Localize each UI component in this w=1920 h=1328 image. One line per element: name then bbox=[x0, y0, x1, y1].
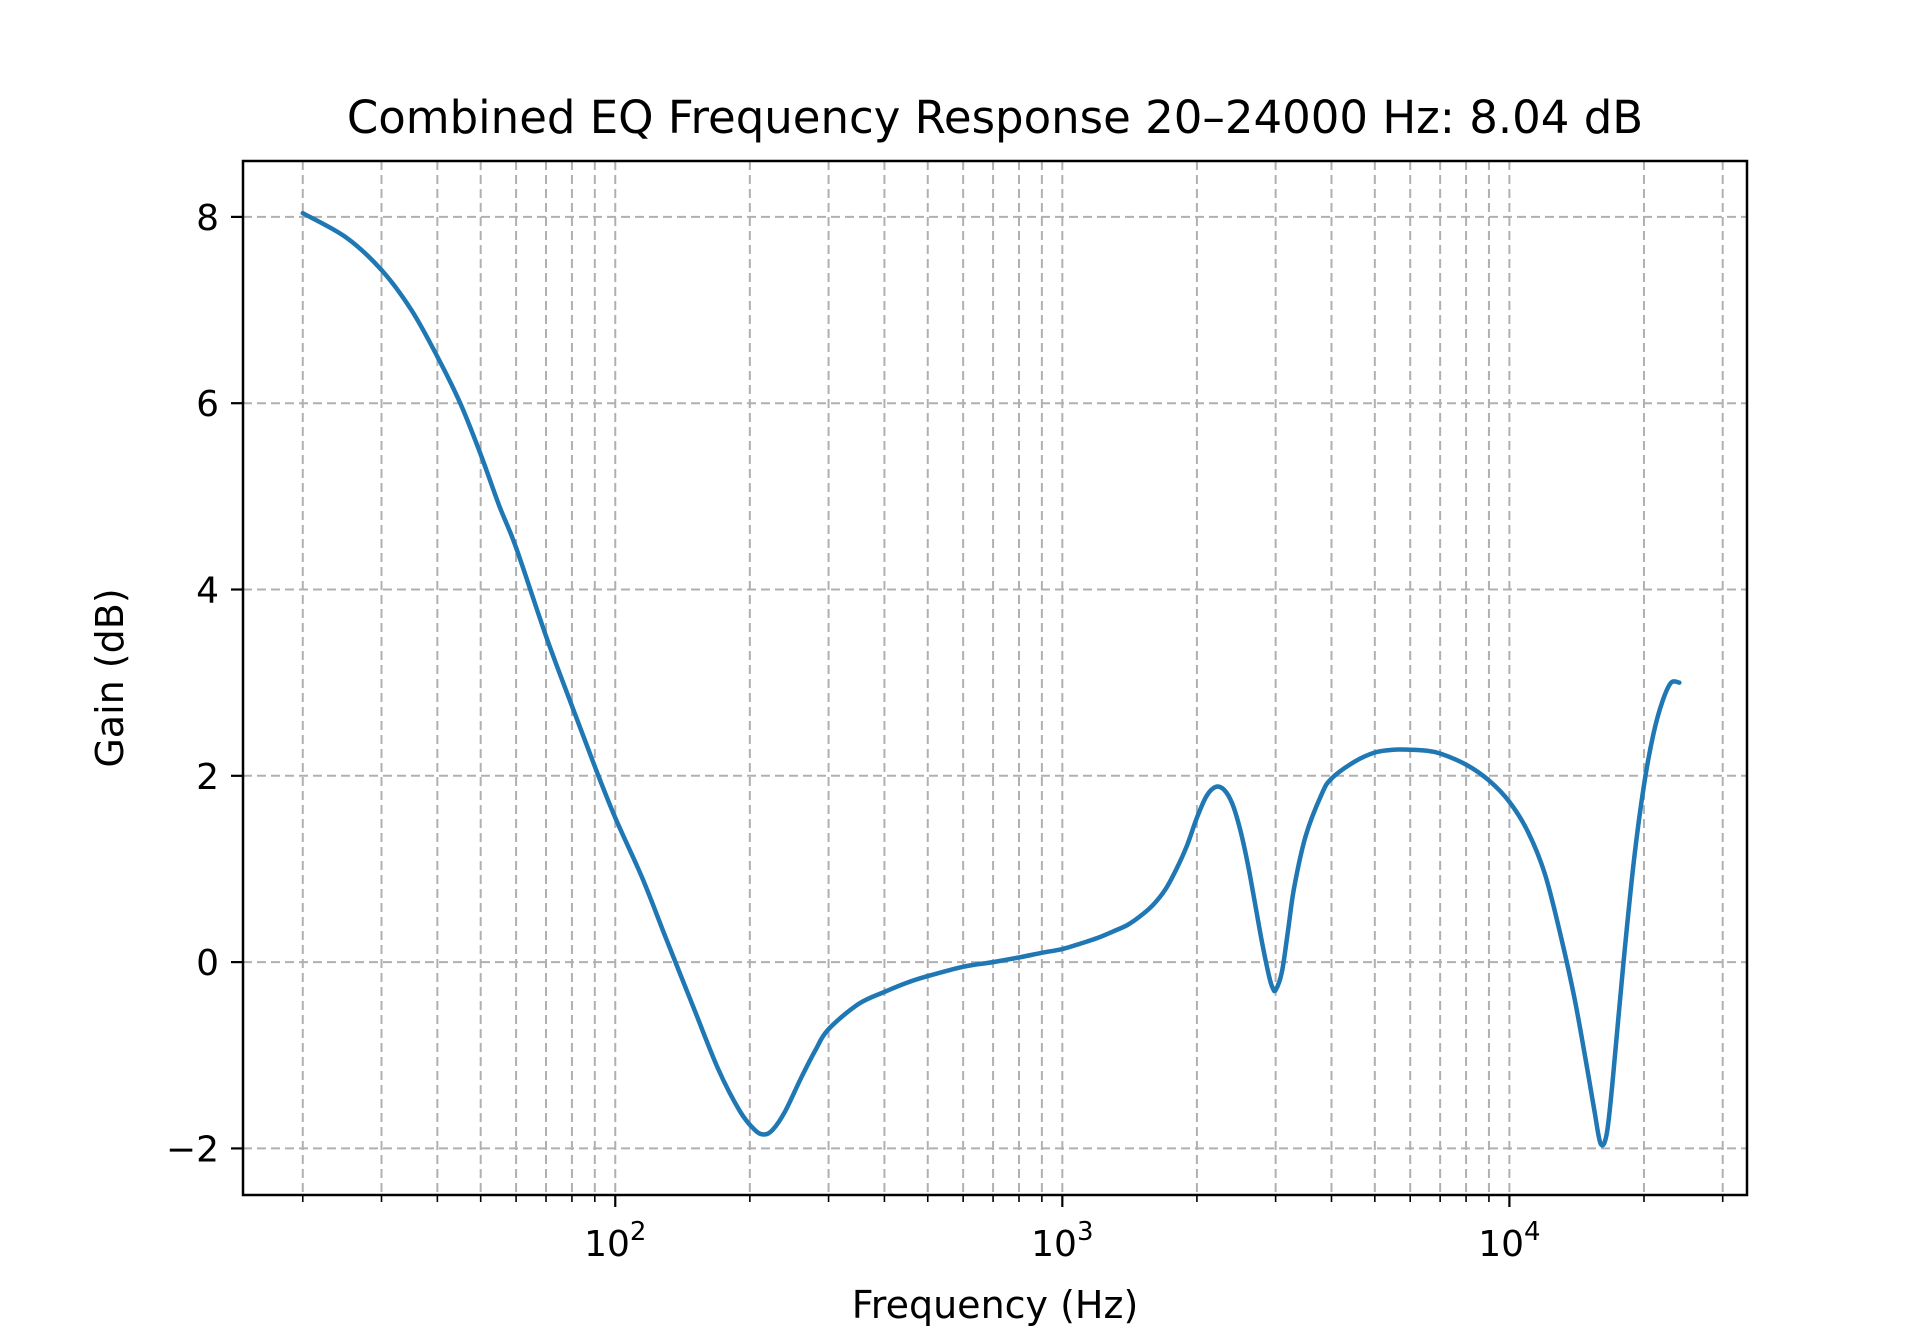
x-tick-label: 104 bbox=[1478, 1217, 1540, 1265]
y-tick-label: 4 bbox=[196, 571, 219, 612]
axes-frame bbox=[241, 159, 1749, 1197]
chart-title: Combined EQ Frequency Response 20–24000 … bbox=[347, 91, 1643, 144]
y-tick-label: 0 bbox=[196, 943, 219, 984]
y-tick-label: 2 bbox=[196, 757, 219, 798]
y-tick-label: 6 bbox=[196, 384, 219, 425]
y-tick-label: −2 bbox=[166, 1129, 219, 1170]
x-axis-label: Frequency (Hz) bbox=[852, 1283, 1139, 1327]
grid bbox=[243, 161, 1747, 1195]
series-line bbox=[300, 210, 1682, 1148]
x-tick-label: 102 bbox=[584, 1217, 646, 1265]
y-tick-label: 8 bbox=[196, 198, 219, 239]
x-tick-label: 103 bbox=[1031, 1217, 1093, 1265]
ticks: −2 0 2 4 6 8 102 103 104 bbox=[166, 198, 1724, 1265]
y-axis-label: Gain (dB) bbox=[88, 588, 132, 767]
plot-area bbox=[300, 210, 1682, 1148]
